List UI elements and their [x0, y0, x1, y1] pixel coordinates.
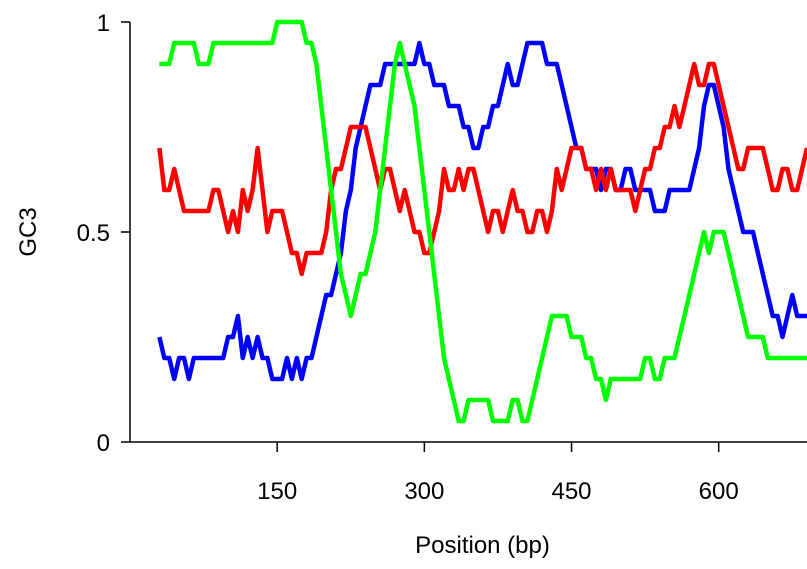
x-tick-label: 600 [699, 478, 739, 505]
y-tick-label: 0 [97, 430, 110, 457]
x-tick-label: 450 [551, 478, 591, 505]
y-axis-title: GC3 [15, 207, 42, 256]
series-line-2 [157, 61, 807, 277]
x-axis-title: Position (bp) [415, 532, 550, 559]
ticks-layer: 150 300 450 600 0 0.5 1 [77, 10, 739, 505]
series-line-3 [159, 19, 807, 424]
series-line-1 [157, 40, 807, 382]
y-tick-label: 1 [97, 10, 110, 37]
x-tick-label: 150 [257, 478, 297, 505]
x-tick-label: 300 [404, 478, 444, 505]
y-tick-label: 0.5 [77, 220, 110, 247]
series-layer [157, 19, 807, 424]
